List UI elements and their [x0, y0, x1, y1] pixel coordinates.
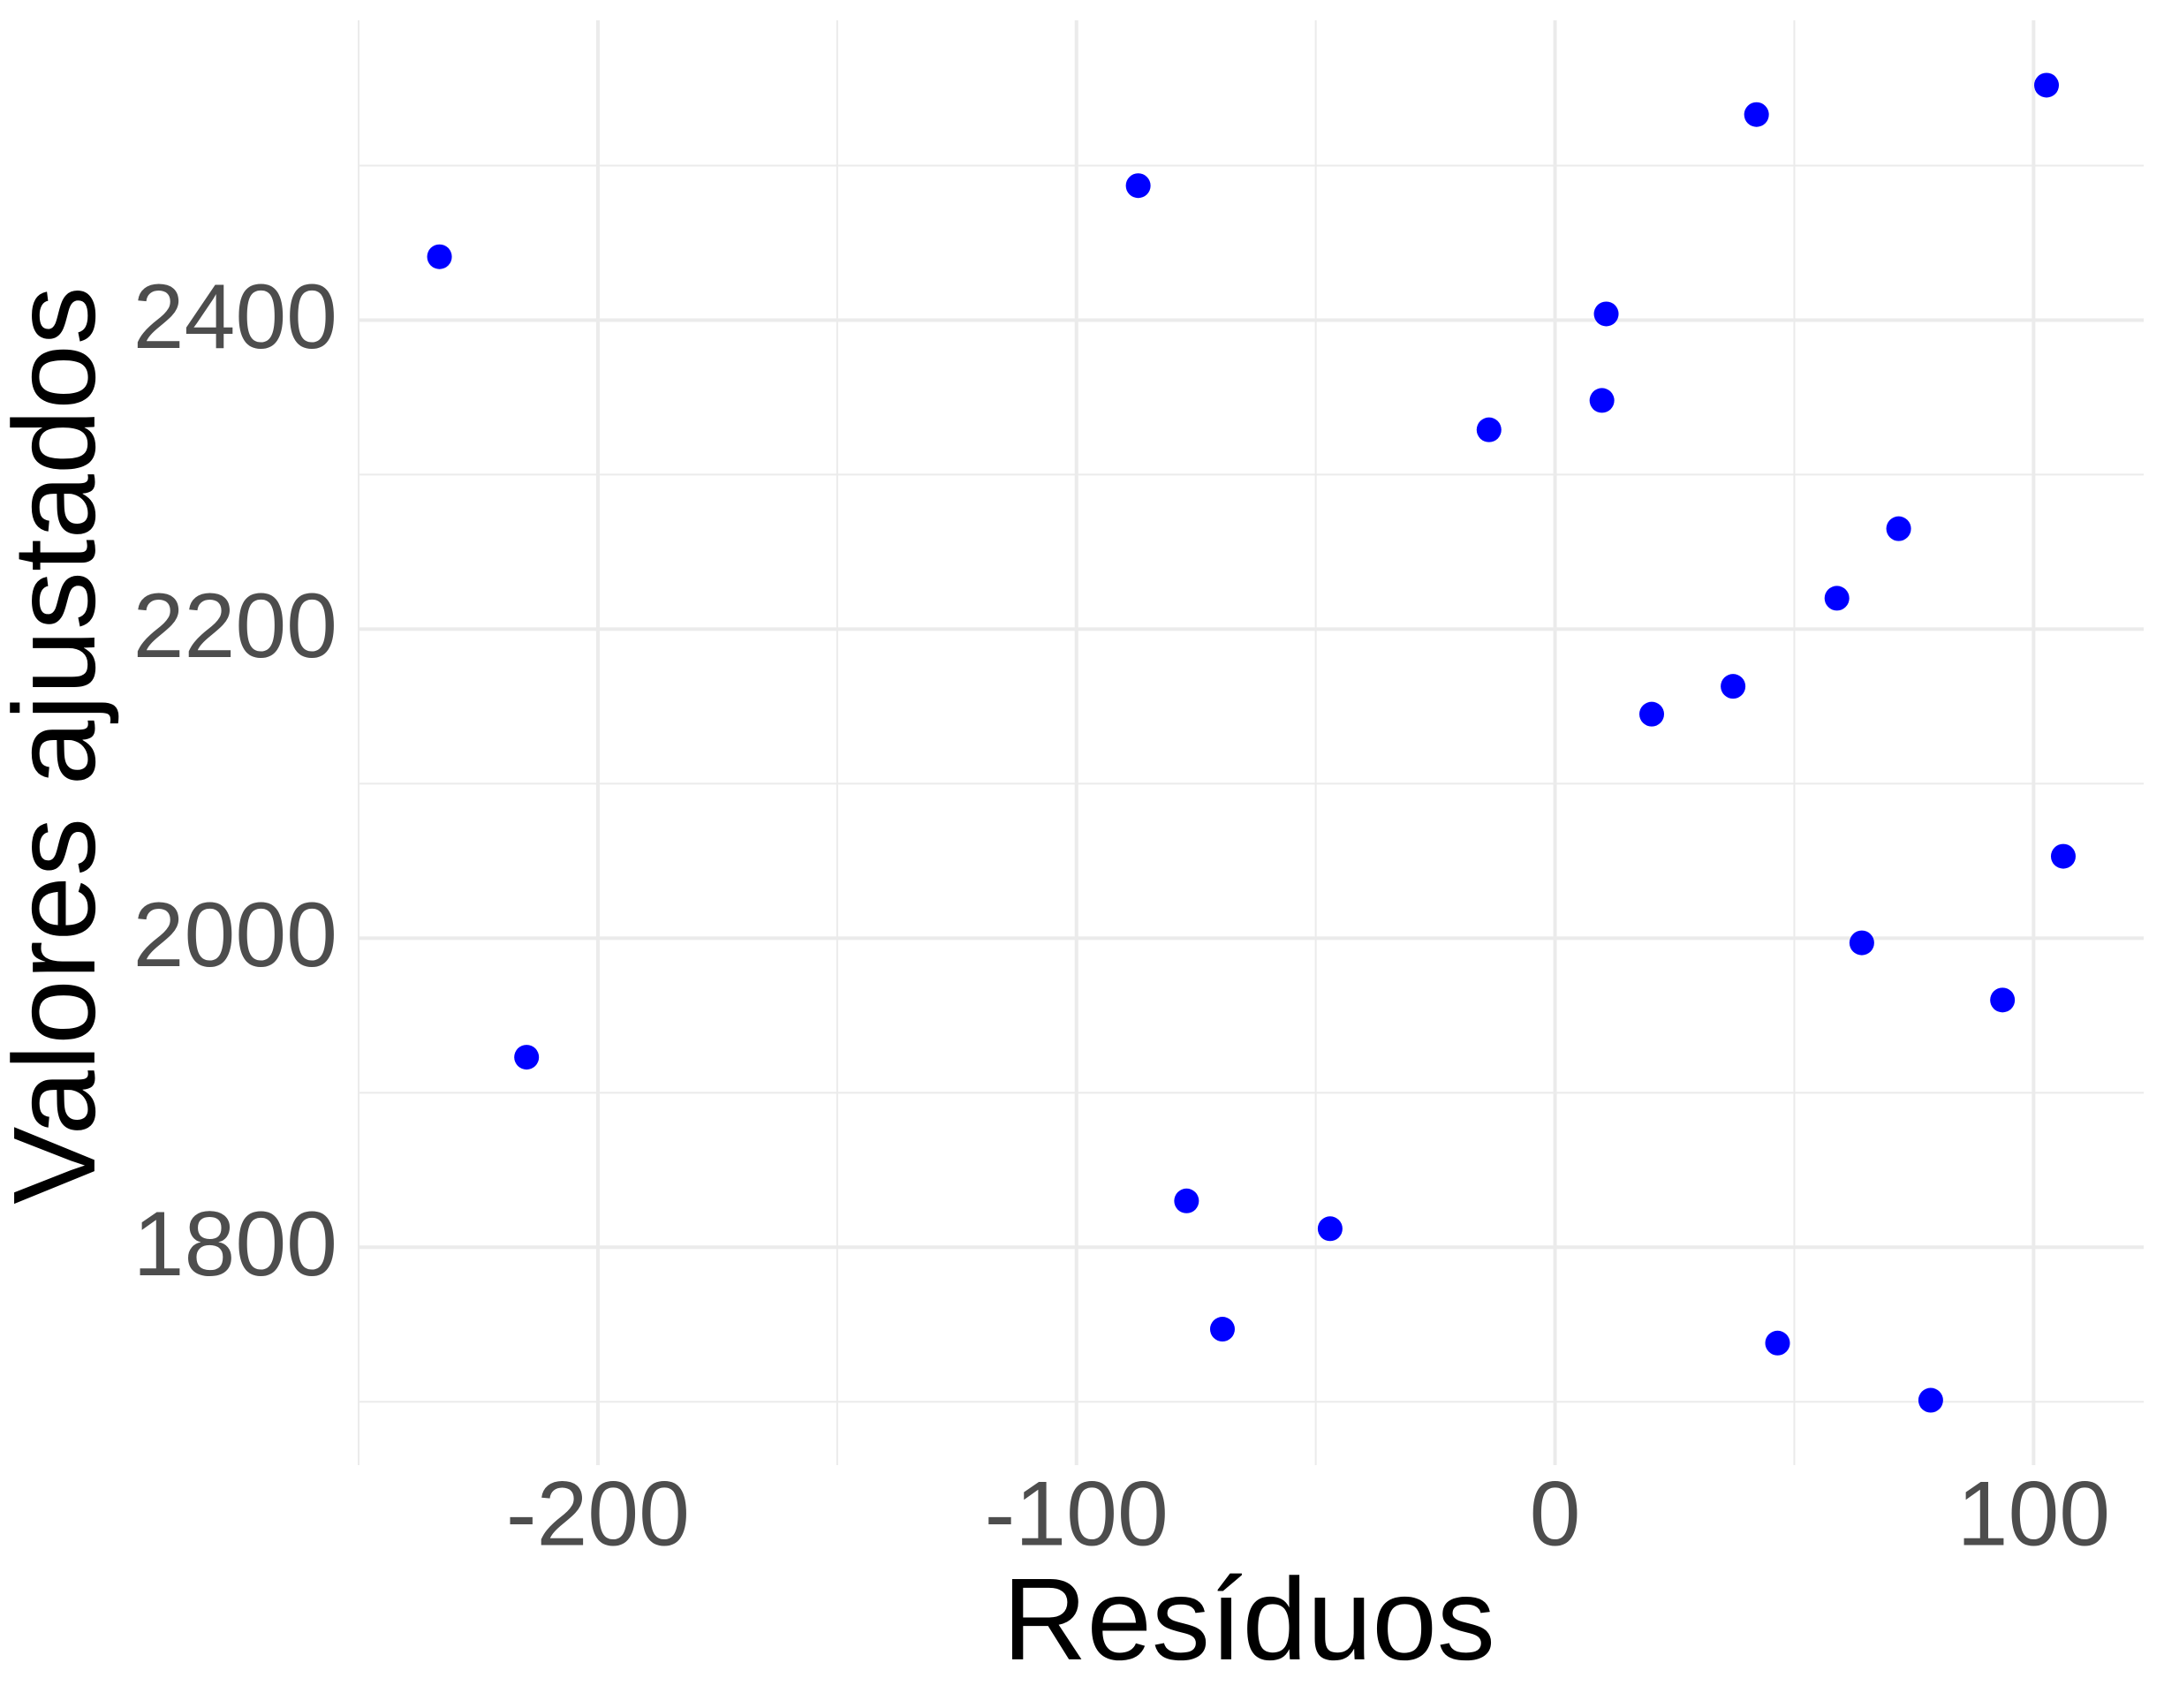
point: [1476, 417, 1502, 442]
point: [1317, 1216, 1343, 1242]
y-tick-label: 2000: [133, 884, 337, 986]
x-tick-label: -200: [506, 1462, 690, 1565]
x-axis-title: Resíduos: [1003, 1554, 1495, 1684]
y-tick-label: 2200: [133, 575, 337, 677]
grid: [358, 20, 2144, 1465]
y-axis-title: Valores ajustados: [0, 286, 119, 1205]
point: [427, 244, 452, 269]
y-tick-label: 1800: [133, 1193, 337, 1296]
point: [1744, 102, 1769, 127]
point: [1765, 1330, 1790, 1356]
point: [2034, 72, 2060, 98]
y-tick-label: 2400: [133, 266, 337, 368]
point: [1721, 674, 1746, 699]
point: [1849, 930, 1874, 956]
x-tick-label: -100: [985, 1462, 1169, 1565]
point: [1824, 586, 1850, 611]
point: [1209, 1317, 1235, 1342]
point: [1886, 516, 1911, 541]
point: [1593, 301, 1619, 327]
point: [2050, 843, 2076, 869]
point: [1589, 388, 1615, 413]
point: [1990, 987, 2016, 1013]
point: [1918, 1387, 1943, 1413]
point: [1174, 1188, 1199, 1213]
point: [1639, 701, 1665, 727]
point: [514, 1045, 540, 1070]
x-tick-label: 0: [1530, 1462, 1581, 1565]
x-tick-label: 100: [1957, 1462, 2111, 1565]
point: [1125, 173, 1151, 199]
